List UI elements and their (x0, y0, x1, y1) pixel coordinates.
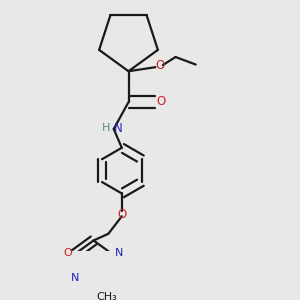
Text: CH₃: CH₃ (96, 292, 117, 300)
Text: O: O (157, 95, 166, 108)
Text: O: O (156, 58, 165, 72)
Text: O: O (64, 248, 73, 258)
Text: N: N (115, 248, 124, 258)
Text: N: N (114, 122, 123, 135)
Text: N: N (71, 273, 79, 283)
Text: O: O (117, 208, 126, 221)
Text: H: H (102, 123, 110, 133)
